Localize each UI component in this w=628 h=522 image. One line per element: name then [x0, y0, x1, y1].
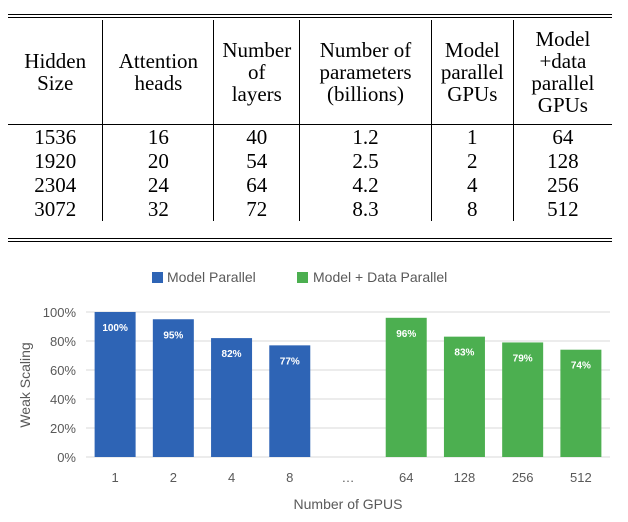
- cell-model-parallel-gpus: 8: [430, 197, 514, 221]
- cell-attention-heads: 20: [102, 149, 214, 173]
- bar: [560, 349, 602, 457]
- cell-number-of-layers: 72: [213, 197, 300, 221]
- legend: Model Parallel Model + Data Parallel: [152, 269, 447, 285]
- cell-number-of-layers: 64: [213, 173, 300, 197]
- y-tick-labels: 0% 20% 40% 60% 80% 100%: [43, 305, 77, 465]
- legend-swatch-model-parallel: [152, 272, 163, 283]
- table-bottom-rule: [8, 238, 612, 239]
- x-tick-labels: 1 2 4 8 … 64 128 256 512: [111, 470, 591, 485]
- data-label: 77%: [280, 356, 300, 367]
- cell-model-parallel-gpus: 2: [430, 149, 514, 173]
- x-tick-label: 64: [399, 470, 413, 485]
- cell-attention-heads: 32: [102, 197, 214, 221]
- y-tick-label: 40%: [50, 392, 76, 407]
- bars: [94, 312, 602, 457]
- bar: [211, 338, 253, 457]
- x-tick-label: 8: [286, 470, 293, 485]
- data-label: 83%: [454, 348, 474, 359]
- cell-hidden-size: 3072: [34, 197, 77, 221]
- table-row: 2304 24 64 4.2 4 256: [8, 173, 612, 197]
- data-label: 96%: [396, 329, 416, 340]
- table-row: 3072 32 72 8.3 8 512: [8, 197, 612, 221]
- header-number-of-parameters: Number of parameters (billions): [299, 20, 432, 125]
- cell-number-of-layers: 54: [213, 149, 300, 173]
- table-bottom-rule-2: [8, 241, 612, 242]
- table-row: 1536 16 40 1.2 1 64: [8, 124, 612, 149]
- x-tick-label: 4: [228, 470, 235, 485]
- header-row: Hidden Size Attention heads Number of la…: [8, 20, 612, 125]
- x-tick-label: 128: [454, 470, 476, 485]
- bar: [269, 345, 311, 457]
- header-model-parallel-gpus: Model parallel GPUs: [430, 20, 514, 125]
- bar: [94, 312, 136, 457]
- cell-model-data-parallel-gpus: 64: [512, 124, 612, 149]
- cell-number-of-parameters: 8.3: [299, 197, 432, 221]
- cell-number-of-layers: 40: [213, 124, 300, 149]
- x-tick-label: 2: [170, 470, 177, 485]
- table-row: 1920 20 54 2.5 2 128: [8, 149, 612, 173]
- bar: [152, 319, 194, 457]
- bar: [502, 342, 544, 457]
- cell-hidden-size: 2304: [34, 173, 77, 197]
- cell-model-data-parallel-gpus: 256: [512, 173, 612, 197]
- y-tick-label: 100%: [43, 305, 77, 320]
- bar: [443, 336, 485, 457]
- cell-attention-heads: 16: [102, 124, 214, 149]
- x-axis-title: Number of GPUS: [294, 496, 403, 512]
- data-label: 82%: [222, 349, 242, 360]
- cell-number-of-parameters: 1.2: [299, 124, 432, 149]
- cell-model-parallel-gpus: 4: [430, 173, 514, 197]
- y-tick-label: 80%: [50, 334, 76, 349]
- header-attention-heads: Attention heads: [102, 20, 214, 125]
- table-top-rule-2: [8, 17, 612, 18]
- cell-hidden-size: 1536: [34, 125, 77, 149]
- cell-hidden-size: 1920: [34, 149, 77, 173]
- config-table: Hidden Size Attention heads Number of la…: [8, 20, 612, 221]
- data-label: 79%: [513, 353, 533, 364]
- table-header: Hidden Size Attention heads Number of la…: [8, 20, 612, 125]
- y-tick-label: 60%: [50, 363, 76, 378]
- x-tick-label: …: [342, 470, 355, 485]
- table-body: 1536 16 40 1.2 1 64 1920 20 54 2.5 2 128…: [8, 124, 612, 221]
- cell-model-parallel-gpus: 1: [430, 124, 514, 149]
- data-labels: 100% 95% 82% 77% 96% 83% 79% 74%: [102, 323, 591, 372]
- table-top-rule: [8, 14, 612, 15]
- data-label: 74%: [571, 361, 591, 372]
- cell-model-data-parallel-gpus: 512: [512, 197, 612, 221]
- bar: [385, 317, 427, 457]
- x-tick-label: 256: [512, 470, 534, 485]
- x-tick-label: 512: [570, 470, 592, 485]
- legend-swatch-model-data-parallel: [297, 272, 308, 283]
- cell-number-of-parameters: 4.2: [299, 173, 432, 197]
- data-label: 100%: [102, 323, 128, 334]
- cell-model-data-parallel-gpus: 128: [512, 149, 612, 173]
- header-number-of-layers: Number of layers: [213, 20, 300, 125]
- cell-attention-heads: 24: [102, 173, 214, 197]
- data-label: 95%: [163, 330, 183, 341]
- legend-label-model-data-parallel: Model + Data Parallel: [313, 269, 447, 285]
- y-axis-title: Weak Scaling: [17, 342, 33, 427]
- x-tick-label: 1: [111, 470, 118, 485]
- y-tick-label: 20%: [50, 421, 76, 436]
- header-hidden-size: Hidden Size: [24, 49, 87, 95]
- legend-label-model-parallel: Model Parallel: [167, 269, 256, 285]
- weak-scaling-chart: Model Parallel Model + Data Parallel Wea…: [17, 269, 610, 512]
- cell-number-of-parameters: 2.5: [299, 149, 432, 173]
- y-tick-label: 0%: [57, 450, 76, 465]
- header-model-data-parallel-gpus: Model +data parallel GPUs: [512, 20, 612, 125]
